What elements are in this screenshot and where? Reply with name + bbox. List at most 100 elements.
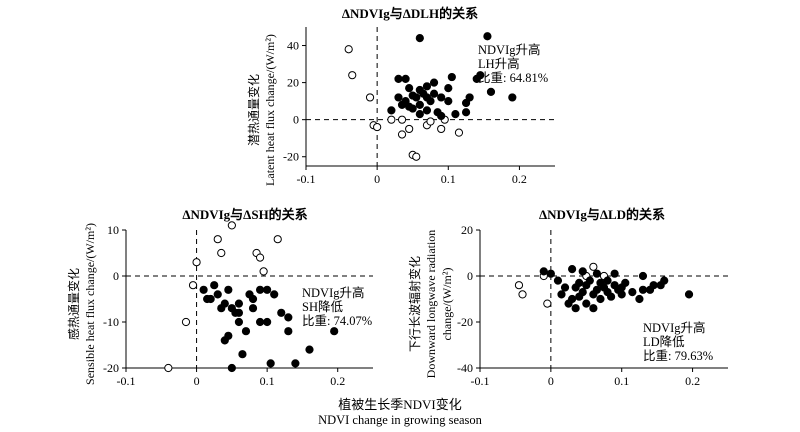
data-point-filled: [444, 97, 453, 106]
data-point-filled: [270, 290, 279, 299]
annotation-line-1: NDVIg升高: [302, 285, 365, 300]
data-point-filled: [621, 278, 630, 288]
y-tick-label: -40: [457, 361, 473, 375]
y-tick-label: 20: [461, 223, 473, 237]
y-axis-label-zh: 下行长波辐射变化: [407, 256, 422, 352]
x-tick-label: -0.1: [471, 374, 490, 388]
data-point-filled: [571, 304, 580, 313]
y-axis-label-en: Sensible heat flux change/(W/m²): [83, 223, 97, 385]
x-tick-label: 0.1: [614, 374, 629, 388]
annotation-line-3: 比重: 79.63%: [643, 348, 713, 363]
x-tick-label: 0: [548, 374, 554, 388]
data-point-filled: [476, 71, 485, 80]
data-point-hollow: [397, 130, 407, 139]
data-point-filled: [649, 281, 658, 290]
data-point-hollow: [273, 235, 282, 244]
y-tick-label: -10: [103, 315, 119, 329]
data-point-filled: [284, 313, 293, 322]
data-point-hollow: [213, 235, 222, 244]
x-tick-label: 0: [194, 374, 200, 388]
shared-x-axis-label-en: NDVI change in growing season: [318, 413, 483, 427]
data-point-filled: [397, 100, 407, 109]
data-point-filled: [255, 317, 265, 327]
y-tick-label: 40: [287, 39, 299, 53]
data-point-filled: [422, 106, 432, 115]
data-point-hollow: [454, 128, 464, 137]
data-point-filled: [263, 317, 272, 327]
data-point-filled: [539, 267, 548, 276]
data-point-hollow: [344, 45, 353, 54]
data-point-filled: [255, 285, 265, 294]
data-point-filled: [401, 74, 410, 83]
data-point-filled: [405, 84, 414, 93]
shared-x-axis-label-zh: 植被生长季NDVI变化: [338, 397, 462, 412]
data-point-filled: [638, 285, 648, 294]
data-point-filled: [248, 304, 258, 313]
y-axis-label-en-1: Downward longwave radiation: [424, 230, 438, 379]
data-point-filled: [437, 111, 446, 121]
data-point-filled: [206, 294, 215, 304]
data-point-hollow: [373, 122, 382, 132]
data-point-hollow: [397, 115, 407, 124]
data-point-filled: [415, 110, 424, 119]
data-point-filled: [568, 294, 577, 304]
data-point-filled: [585, 276, 594, 285]
data-point-hollow: [181, 317, 191, 327]
data-point-filled: [568, 265, 577, 274]
data-point-filled: [387, 106, 396, 115]
data-point-filled: [610, 269, 619, 278]
data-point-hollow: [426, 117, 435, 126]
data-point-filled: [422, 82, 432, 91]
data-point-filled: [277, 308, 286, 317]
x-tick-label: -0.1: [297, 172, 316, 186]
data-point-filled: [238, 350, 247, 359]
data-point-hollow: [217, 248, 226, 258]
data-point-hollow: [518, 290, 527, 299]
y-axis-label-en: Latent heat flux change/(W/m²): [263, 34, 277, 186]
y-tick-label: 10: [107, 223, 119, 237]
data-point-filled: [199, 285, 208, 294]
data-point-filled: [305, 345, 314, 354]
annotation-line-2: SH降低: [302, 300, 343, 314]
data-point-filled: [638, 271, 648, 281]
data-point-filled: [429, 89, 439, 98]
y-tick-label: 0: [113, 269, 119, 283]
data-point-filled: [606, 292, 616, 301]
data-point-filled: [415, 85, 424, 95]
data-point-filled: [241, 327, 251, 336]
data-point-hollow: [192, 258, 201, 267]
data-point-filled: [628, 288, 637, 297]
y-tick-label: -20: [283, 150, 299, 164]
data-point-hollow: [188, 281, 198, 290]
data-point-filled: [557, 290, 566, 299]
data-point-filled: [213, 290, 222, 299]
annotation-line-1: NDVIg升高: [478, 42, 541, 57]
data-point-filled: [592, 285, 602, 294]
data-point-filled: [592, 269, 602, 278]
y-tick-label: -20: [103, 361, 119, 375]
data-point-filled: [426, 97, 435, 106]
data-point-filled: [451, 110, 460, 119]
data-point-filled: [546, 269, 555, 278]
x-tick-label: 0.2: [685, 374, 700, 388]
annotation-line-2: LD降低: [643, 335, 685, 349]
data-point-filled: [408, 91, 417, 100]
data-point-filled: [486, 87, 496, 96]
data-point-filled: [684, 290, 694, 299]
data-point-filled: [617, 290, 626, 299]
data-point-filled: [263, 285, 272, 294]
data-point-filled: [635, 294, 644, 304]
data-point-filled: [553, 276, 563, 285]
x-tick-label: 0.1: [441, 172, 456, 186]
data-point-filled: [461, 98, 471, 108]
data-point-filled: [291, 359, 300, 368]
data-point-filled: [461, 108, 471, 117]
chart-title: ΔNDVIg与ΔLD的关系: [539, 207, 665, 222]
data-point-hollow: [437, 124, 446, 134]
data-point-filled: [429, 78, 439, 87]
data-point-filled: [220, 299, 229, 308]
data-point-filled: [596, 294, 605, 304]
data-point-filled: [394, 93, 403, 102]
data-point-filled: [234, 308, 244, 317]
